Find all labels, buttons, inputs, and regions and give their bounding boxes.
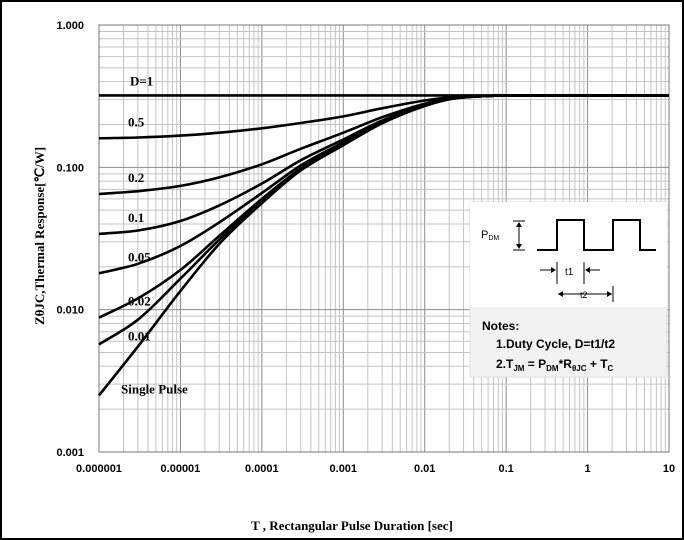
y-tick-label: 0.001 xyxy=(56,447,84,459)
y-tick-label: 0.010 xyxy=(56,305,84,317)
x-tick-labels: 0.000001 0.00001 0.0001 0.001 0.01 0.1 1 10 xyxy=(76,463,675,475)
curve-single-pulse xyxy=(97,94,669,397)
plot-border xyxy=(98,24,670,453)
note2-sub-c: θJC xyxy=(572,364,587,373)
x-tick-label: 0.00001 xyxy=(161,463,201,475)
pdm-arrow-head-up xyxy=(516,222,522,227)
curves xyxy=(97,94,669,397)
x-tick-label: 0.000001 xyxy=(76,463,122,475)
waveform-panel xyxy=(470,202,667,307)
notes-title: Notes: xyxy=(482,319,519,333)
pdm-label: PDM xyxy=(481,229,499,242)
t2-arrow-left-head xyxy=(558,291,563,297)
note2-sub-b: DM xyxy=(546,364,559,373)
note2-sub-a: JM xyxy=(513,364,524,373)
t1-arrow-left-head xyxy=(551,267,556,273)
pdm-label-main: P xyxy=(481,229,488,241)
x-tick-label: 10 xyxy=(663,463,675,475)
x-axis-label: T , Rectangular Pulse Duration [sec] xyxy=(251,518,453,533)
note2-part-c: *R xyxy=(559,357,573,371)
x-tick-label: 0.01 xyxy=(414,463,435,475)
note2-sub-d: C xyxy=(608,364,614,373)
note-tjm-formula: 2.TJM = PDM*RθJC + TC xyxy=(496,357,614,373)
curve-label: 0.01 xyxy=(128,328,151,343)
x-tick-label: 0.001 xyxy=(330,463,358,475)
x-tick-label: 1 xyxy=(585,463,591,475)
t1-label: t1 xyxy=(565,267,574,278)
x-tick-label: 0.0001 xyxy=(245,463,279,475)
x-tick-label: 0.1 xyxy=(498,463,513,475)
pdm-label-sub: DM xyxy=(488,235,499,242)
curve-label: 0.05 xyxy=(128,249,151,264)
curve-label: 0.1 xyxy=(128,210,144,225)
t2-arrow-right-head xyxy=(607,291,612,297)
note2-part-d: + T xyxy=(587,357,609,371)
curve-labels: D=1 0.5 0.2 0.1 0.05 0.02 0.01 Single Pulse xyxy=(121,73,188,396)
curve-label: Single Pulse xyxy=(121,381,188,396)
inset-box: PDM t1 t2 Notes: 1.Duty Cycle, D=t1/t2 2… xyxy=(469,201,668,378)
note2-part-b: = P xyxy=(524,357,546,371)
t1-arrow-right-head xyxy=(585,267,590,273)
curve-label: D=1 xyxy=(130,73,153,88)
y-tick-label: 1.000 xyxy=(56,20,84,32)
pdm-arrow-head-down xyxy=(516,244,522,249)
y-axis-label: ZθJC,Thermal Response[℃/W] xyxy=(32,147,47,325)
y-tick-label: 0.100 xyxy=(56,162,84,174)
curve-label: 0.5 xyxy=(128,114,145,129)
note-duty-cycle: 1.Duty Cycle, D=t1/t2 xyxy=(496,337,615,351)
note2-part-a: 2.T xyxy=(496,357,514,371)
pulse-waveform xyxy=(537,219,656,251)
curve-label: 0.02 xyxy=(128,294,151,309)
y-tick-labels: 0.001 0.010 0.100 1.000 xyxy=(56,20,84,459)
t2-label: t2 xyxy=(580,290,588,300)
curve-label: 0.2 xyxy=(128,170,144,185)
